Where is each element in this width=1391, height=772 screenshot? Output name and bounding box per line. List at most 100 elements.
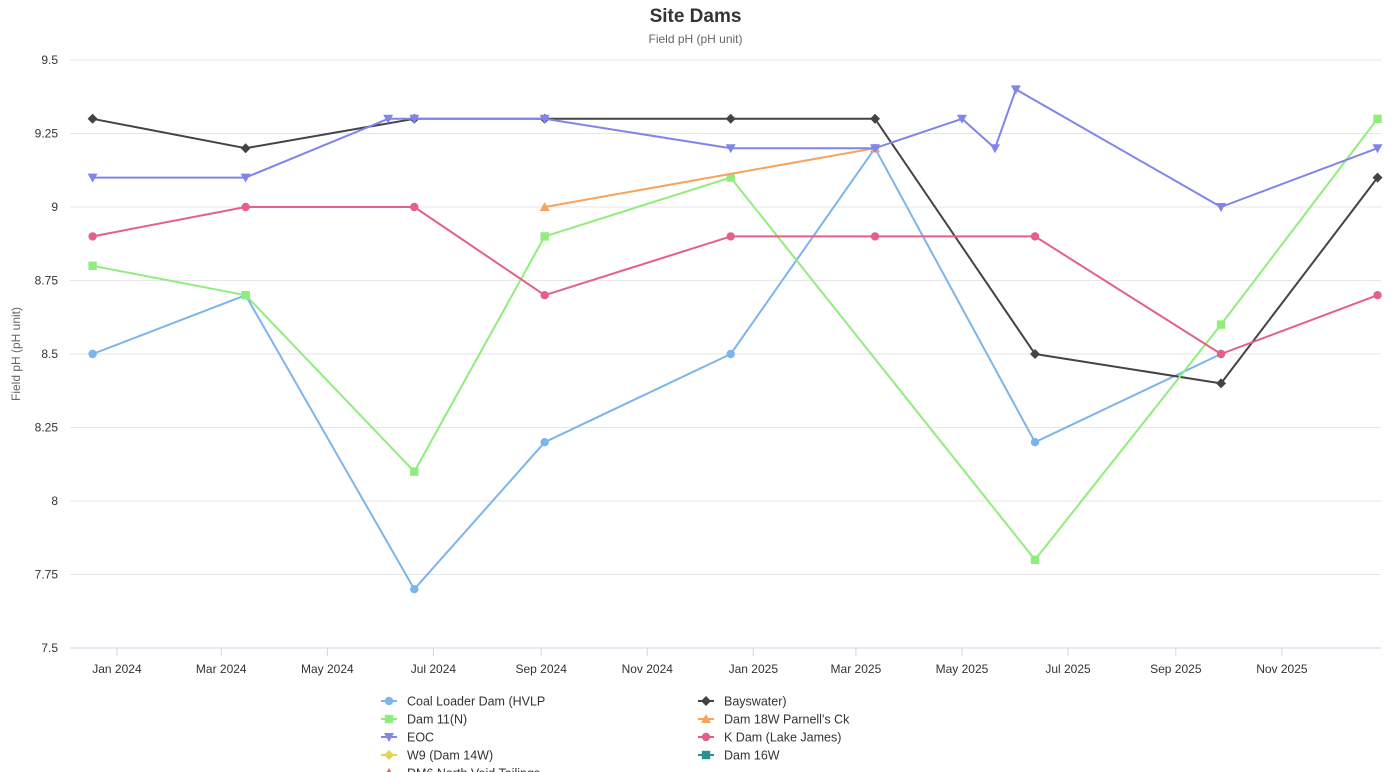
data-point xyxy=(88,261,97,270)
series-line xyxy=(92,88,1378,208)
legend-item[interactable]: Coal Loader Dam (HVLP xyxy=(381,695,545,709)
data-point xyxy=(725,113,736,124)
data-point xyxy=(1373,291,1382,300)
x-tick-label: Jul 2024 xyxy=(411,662,457,676)
x-tick-label: Sep 2024 xyxy=(515,662,567,676)
series-line xyxy=(544,147,876,208)
x-tick-label: Mar 2025 xyxy=(831,662,882,676)
legend-symbol xyxy=(384,750,394,760)
data-point xyxy=(540,438,549,447)
data-point xyxy=(240,143,251,154)
legend-symbol xyxy=(384,714,394,724)
x-tick-label: Nov 2025 xyxy=(1256,662,1308,676)
data-point xyxy=(1372,172,1383,183)
series-eoc xyxy=(87,85,1383,212)
legend-label: Coal Loader Dam (HVLP xyxy=(407,695,545,709)
chart-title: Site Dams xyxy=(649,6,742,27)
data-point xyxy=(410,585,419,594)
legend-item[interactable]: DM6 North Void Tailings xyxy=(381,767,540,772)
data-point xyxy=(241,202,250,212)
y-tick-label: 8 xyxy=(51,494,58,508)
legend-item[interactable]: Bayswater) xyxy=(698,695,787,709)
x-tick-label: Sep 2025 xyxy=(1150,662,1202,676)
series-line xyxy=(92,118,1379,561)
data-point xyxy=(870,144,881,154)
data-point xyxy=(539,114,550,124)
x-tick-label: Nov 2024 xyxy=(622,662,674,676)
legend-item[interactable]: EOC xyxy=(381,731,434,745)
y-tick-label: 9.25 xyxy=(35,127,59,141)
y-axis-title: Field pH (pH unit) xyxy=(9,307,23,401)
data-point xyxy=(87,173,98,183)
data-point xyxy=(726,349,735,359)
data-point xyxy=(1216,203,1227,212)
y-tick-label: 9 xyxy=(51,200,58,214)
legend-item[interactable]: K Dam (Lake James) xyxy=(698,731,841,745)
legend-symbol xyxy=(386,768,392,772)
data-point xyxy=(240,173,251,183)
legend-symbol xyxy=(701,696,711,706)
data-point xyxy=(956,114,967,124)
series-line xyxy=(92,117,1379,385)
y-tick-label: 9.5 xyxy=(41,53,58,67)
data-point xyxy=(410,467,419,476)
x-tick-label: Jan 2025 xyxy=(729,662,779,676)
legend-symbol xyxy=(701,732,711,742)
data-point xyxy=(383,114,394,124)
data-point xyxy=(540,291,549,300)
data-point xyxy=(1030,232,1040,241)
legend-symbol xyxy=(701,714,711,723)
legend-item[interactable]: Dam 11(N) xyxy=(381,713,467,727)
chart-subtitle: Field pH (pH unit) xyxy=(648,32,743,46)
data-point xyxy=(1010,85,1021,95)
y-tick-label: 8.25 xyxy=(35,421,59,435)
data-point xyxy=(725,144,736,154)
x-tick-label: Jul 2025 xyxy=(1045,662,1091,676)
series-bayswater xyxy=(87,113,1383,389)
legend-symbol xyxy=(701,750,711,760)
series-k-dam-lake-james xyxy=(88,202,1382,359)
legend-item[interactable]: Dam 18W Parnell's Ck xyxy=(698,713,850,727)
data-point xyxy=(88,349,97,359)
data-point xyxy=(241,291,250,300)
x-tick-label: Mar 2024 xyxy=(196,662,247,676)
data-point xyxy=(1030,438,1040,447)
data-point xyxy=(1372,144,1383,154)
series-dam-18w-parnell-s-ck xyxy=(539,143,881,211)
data-point xyxy=(726,173,735,182)
data-point xyxy=(726,232,735,241)
data-point xyxy=(88,232,97,241)
data-point xyxy=(990,144,1001,154)
legend-label: Bayswater) xyxy=(724,695,787,709)
legend-label: DM6 North Void Tailings xyxy=(407,767,540,772)
legend-label: Dam 18W Parnell's Ck xyxy=(724,713,850,727)
series-dam-11-n xyxy=(88,114,1382,564)
x-tick-label: May 2024 xyxy=(301,662,354,676)
y-tick-label: 7.75 xyxy=(35,568,59,582)
data-point xyxy=(1030,555,1040,564)
data-point xyxy=(870,113,881,124)
legend-item[interactable]: Dam 16W xyxy=(698,749,780,763)
series-line xyxy=(92,147,1222,591)
data-point xyxy=(1216,320,1226,329)
data-point xyxy=(1216,349,1226,359)
legend-item[interactable]: W9 (Dam 14W) xyxy=(381,749,493,763)
y-tick-label: 8.5 xyxy=(41,347,58,361)
data-point xyxy=(87,113,98,124)
legend-symbol xyxy=(384,696,394,706)
data-point xyxy=(409,114,420,124)
data-point xyxy=(1029,349,1040,359)
legend-symbol xyxy=(384,733,394,742)
data-point xyxy=(1373,114,1382,123)
data-point xyxy=(410,202,419,212)
y-tick-label: 7.5 xyxy=(41,641,58,655)
legend-label: K Dam (Lake James) xyxy=(724,731,841,745)
legend-label: Dam 16W xyxy=(724,749,780,763)
data-point xyxy=(870,232,880,241)
legend-label: W9 (Dam 14W) xyxy=(407,749,493,763)
data-point xyxy=(1216,378,1227,389)
data-point xyxy=(540,232,549,241)
y-tick-label: 8.75 xyxy=(35,274,59,288)
x-tick-label: Jan 2024 xyxy=(92,662,142,676)
